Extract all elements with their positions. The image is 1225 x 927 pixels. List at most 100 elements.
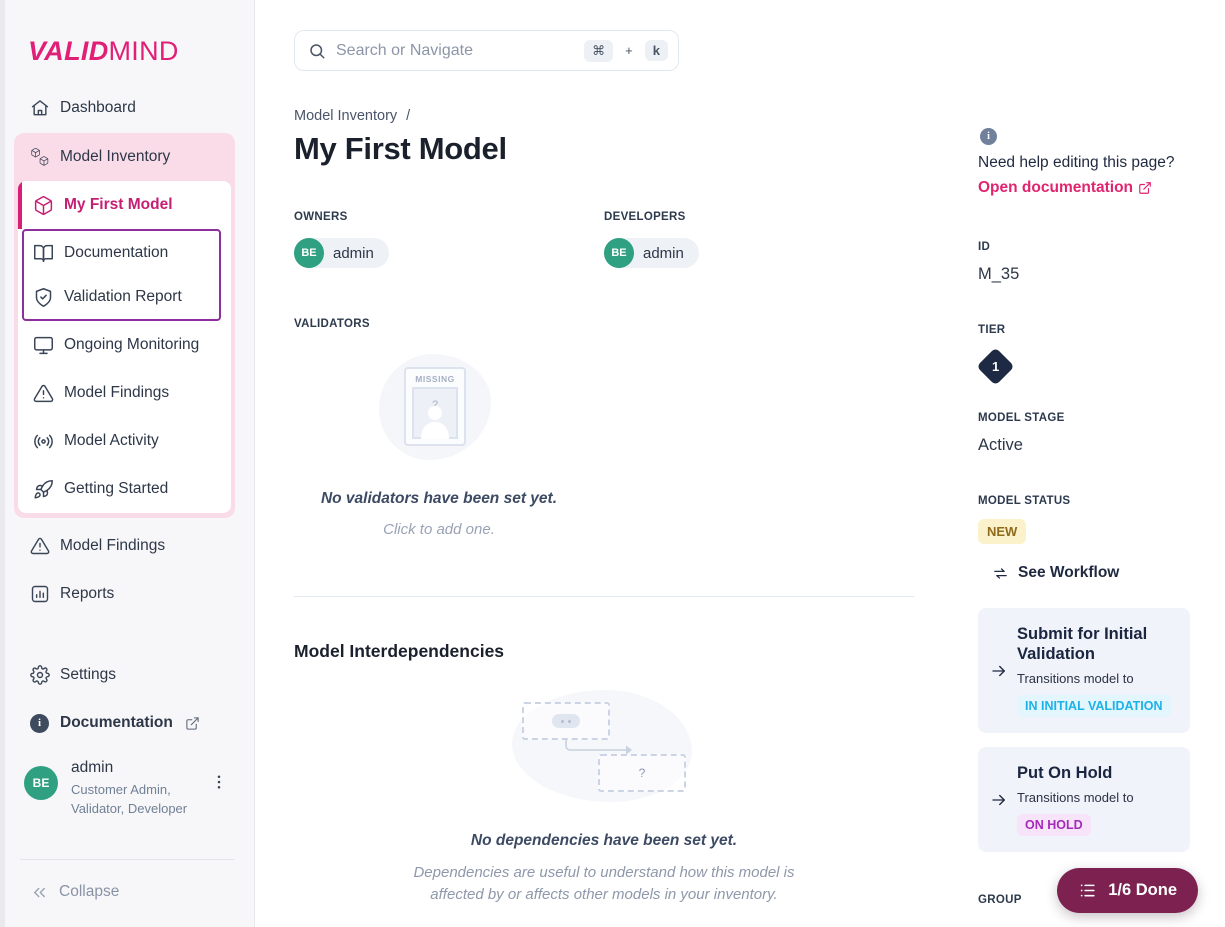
sidebar-item-label: Dashboard [60, 99, 136, 116]
id-block: ID M_35 [978, 241, 1190, 284]
dependencies-illustration: ? [494, 690, 714, 802]
sidebar-item-label: Model Inventory [60, 148, 171, 165]
owner-pill[interactable]: BE admin [294, 238, 389, 268]
search-bar[interactable]: ⌘ + k [294, 30, 679, 71]
validators-label: VALIDATORS [294, 318, 370, 330]
sidebar-item-reports[interactable]: Reports [0, 574, 254, 614]
submit-validation-card[interactable]: Submit for Initial Validation Transition… [978, 608, 1190, 733]
user-menu-button[interactable] [210, 773, 228, 796]
sidebar-item-ongoing-monitoring[interactable]: Ongoing Monitoring [18, 321, 231, 369]
help-text: Need help editing this page? [978, 154, 1175, 171]
model-submenu: My First Model Documentation Validation … [18, 181, 231, 513]
user-roles: Customer Admin, Validator, Developer [71, 780, 210, 818]
validators-empty-state[interactable]: MISSING ? No validators have been set ye… [294, 354, 584, 538]
progress-done-button[interactable]: 1/6 Done [1057, 868, 1198, 913]
owners-block: OWNERS BE admin [294, 211, 604, 268]
sidebar-item-label: Reports [60, 585, 115, 602]
action-description: Transitions model to [1017, 671, 1134, 686]
sidebar-item-model-findings[interactable]: Model Findings [0, 526, 254, 566]
sidebar-item-label: Settings [60, 666, 117, 683]
missing-image-placeholder: MISSING ? [379, 354, 499, 464]
question-mark: ? [638, 766, 646, 780]
sidebar-item-documentation[interactable]: Documentation [24, 231, 219, 275]
sidebar-divider [20, 859, 234, 860]
validators-empty-title: No validators have been set yet. [320, 490, 558, 507]
sidebar-item-documentation-external[interactable]: i Documentation [0, 703, 254, 743]
developers-block: DEVELOPERS BE admin [604, 211, 914, 268]
sidebar-item-model-activity[interactable]: Model Activity [18, 417, 231, 465]
breadcrumb: Model Inventory / [294, 108, 914, 124]
bar-chart-icon [31, 585, 49, 603]
group-label: GROUP [978, 894, 1022, 906]
dependencies-empty-title: No dependencies have been set yet. [470, 832, 738, 849]
validators-section: VALIDATORS MISSING ? [294, 318, 914, 538]
shortcut-plus: + [625, 43, 633, 58]
sidebar-item-label: Validation Report [64, 288, 182, 305]
cube-icon [34, 195, 53, 215]
sidebar-item-getting-started[interactable]: Getting Started [18, 465, 231, 513]
collapse-label: Collapse [59, 883, 120, 900]
missing-card: MISSING ? [404, 367, 466, 446]
interdependencies-title: Model Interdependencies [294, 641, 505, 661]
search-input[interactable] [336, 41, 575, 60]
logo-light-part: MIND [108, 36, 179, 66]
user-name: admin [71, 759, 114, 776]
progress-done-label: 1/6 Done [1108, 881, 1177, 899]
breadcrumb-separator: / [406, 108, 411, 124]
main-area: ⌘ + k Model Inventory / My First Model O… [255, 0, 1225, 927]
sidebar-item-label: Model Findings [64, 384, 170, 401]
tier-label: TIER [978, 324, 1006, 336]
model-stage-label: MODEL STAGE [978, 412, 1065, 424]
sidebar-item-my-first-model[interactable]: My First Model [18, 181, 231, 229]
collapse-sidebar-button[interactable]: Collapse [0, 872, 254, 912]
dependency-node-box [522, 702, 610, 740]
sidebar-item-label: My First Model [64, 196, 173, 213]
user-profile[interactable]: BE admin Customer Admin, Validator, Deve… [24, 759, 228, 825]
monitor-icon [34, 336, 53, 354]
people-row: OWNERS BE admin DEVELOPERS BE admin [294, 211, 914, 268]
breadcrumb-model-inventory[interactable]: Model Inventory [294, 108, 398, 124]
chevrons-left-icon [34, 887, 45, 897]
owners-label: OWNERS [294, 211, 348, 223]
connector-arrow [565, 740, 632, 755]
sidebar-item-label: Ongoing Monitoring [64, 336, 200, 353]
external-link-icon [186, 716, 199, 730]
sidebar-item-validation-report[interactable]: Validation Report [24, 275, 219, 319]
model-inventory-group: Model Inventory My First Model Documenta… [14, 133, 235, 518]
node-pill [552, 714, 580, 728]
model-stage-value: Active [978, 436, 1023, 454]
tier-badge: 1 [976, 347, 1015, 386]
home-icon [31, 100, 49, 116]
developer-pill[interactable]: BE admin [604, 238, 699, 268]
cubes-icon [31, 147, 49, 166]
tier-block: TIER 1 [976, 324, 1190, 386]
dependency-unknown-box: ? [598, 754, 686, 792]
user-roles-line2: Validator, Developer [71, 801, 188, 816]
owner-avatar: BE [294, 238, 324, 268]
developers-label: DEVELOPERS [604, 211, 686, 223]
sidebar-item-settings[interactable]: Settings [0, 655, 254, 695]
kebab-menu-icon [217, 775, 221, 789]
developer-avatar: BE [604, 238, 634, 268]
see-workflow-button[interactable]: See Workflow [978, 564, 1190, 582]
sidebar-item-dashboard[interactable]: Dashboard [0, 88, 254, 128]
sidebar-item-model-findings-sub[interactable]: Model Findings [18, 369, 231, 417]
content-column: ⌘ + k Model Inventory / My First Model O… [294, 0, 914, 927]
open-documentation-link[interactable]: Open documentation [978, 179, 1190, 197]
put-on-hold-card[interactable]: Put On Hold Transitions model to ON HOLD [978, 747, 1190, 852]
action-description: Transitions model to [1017, 790, 1134, 805]
validators-add-cta[interactable]: Click to add one. [383, 521, 495, 538]
sidebar-item-label: Documentation [64, 244, 169, 261]
svg-text:?: ? [432, 399, 438, 411]
page-title: My First Model [294, 131, 507, 166]
tier-value: 1 [991, 358, 1000, 374]
dependencies-empty-description: Dependencies are useful to understand ho… [294, 862, 914, 906]
dependencies-empty-state: No dependencies have been set yet. Depen… [294, 832, 914, 927]
sidebar-item-label: Getting Started [64, 480, 169, 497]
sidebar-item-model-inventory[interactable]: Model Inventory [14, 133, 235, 181]
sidebar-item-label: Model Activity [64, 432, 159, 449]
owner-name: admin [333, 244, 374, 262]
activity-broadcast-icon [34, 434, 53, 448]
user-roles-line1: Customer Admin, [71, 782, 171, 797]
